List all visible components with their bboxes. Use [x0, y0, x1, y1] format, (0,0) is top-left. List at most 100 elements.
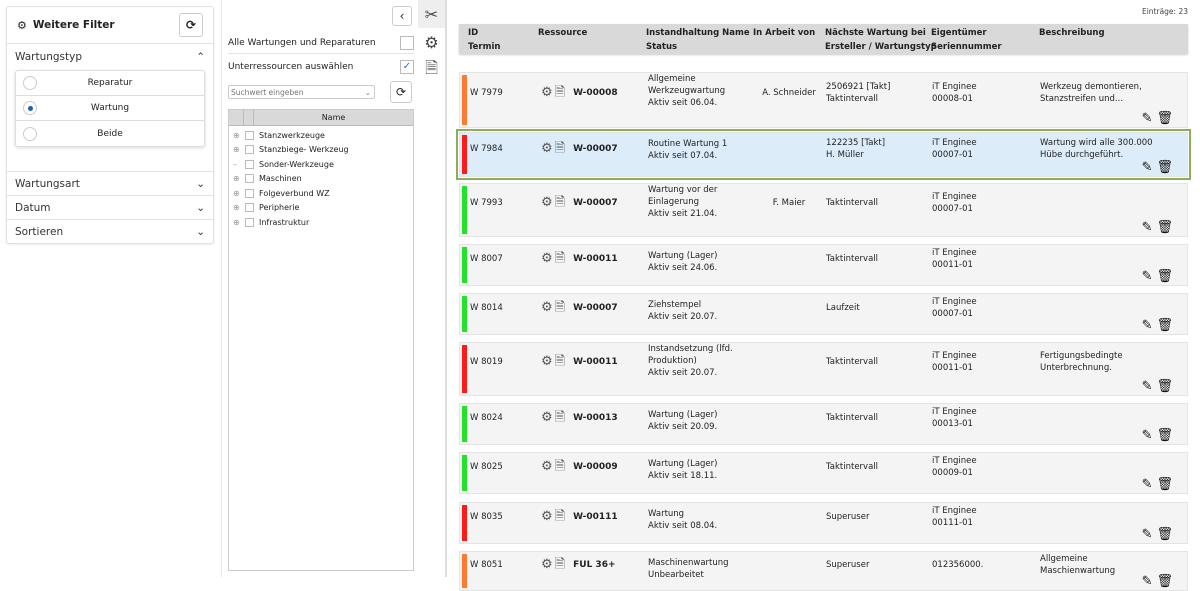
resource-code[interactable]: W-00011	[573, 254, 618, 264]
gear-icon[interactable]: ⚙	[541, 140, 553, 156]
all-maintenance-checkbox[interactable]	[400, 36, 414, 50]
refresh-tree-button[interactable]: ⟳	[390, 81, 412, 103]
wartungsart-section[interactable]: Wartungsart ⌄	[7, 171, 213, 195]
tree-item[interactable]: ⊕ Stanzbiege- Werkzeug	[229, 143, 413, 158]
wartungstyp-header[interactable]: Wartungstyp ⌃	[7, 44, 213, 70]
gear-icon[interactable]: ⚙	[541, 195, 553, 210]
reset-filter-button[interactable]: ⟳	[179, 13, 203, 37]
col-work[interactable]: In Arbeit von	[753, 28, 816, 38]
document-icon[interactable]: 🗎	[554, 300, 566, 315]
search-input[interactable]: Suchwert eingeben ⌄	[228, 85, 375, 99]
document-icon[interactable]: 🗎	[554, 85, 566, 100]
edit-pencil-icon[interactable]: ✎	[1141, 269, 1153, 284]
col-resource[interactable]: Ressource	[538, 28, 588, 38]
document-icon[interactable]: 🗎	[425, 57, 438, 77]
edit-pencil-icon[interactable]: ✎	[1141, 379, 1153, 394]
document-icon[interactable]: 🗎	[554, 459, 566, 474]
gear-icon[interactable]: ⚙	[541, 509, 553, 524]
document-icon[interactable]: 🗎	[554, 410, 566, 425]
edit-pencil-icon[interactable]: ✎	[1141, 574, 1153, 589]
col-name[interactable]: Instandhaltung Name Status	[646, 28, 750, 52]
table-row[interactable]: W 7984 ⚙ 🗎 W-00007 Routine Wartung 1 Aktiv…	[456, 129, 1191, 180]
edit-pencil-icon[interactable]: ✎	[1141, 318, 1153, 333]
trash-icon[interactable]: 🗑	[1156, 318, 1173, 333]
col-next[interactable]: Nächste Wartung bei Ersteller / Wartungst…	[825, 28, 937, 52]
table-row[interactable]: W 8051 ⚙ 🗎 FUL 36+ Maschinenwartung Unbear…	[459, 551, 1188, 591]
table-row[interactable]: W 8014 ⚙ 🗎 W-00007 Ziehstempel Aktiv seit …	[459, 293, 1188, 335]
tree-checkbox[interactable]	[245, 130, 254, 140]
edit-pencil-icon[interactable]: ✎	[1141, 477, 1153, 492]
radio-circle[interactable]	[23, 76, 37, 90]
expand-icon[interactable]: ⊕	[233, 188, 240, 198]
tree-item[interactable]: ⊕ Stanzwerkzeuge	[229, 128, 413, 143]
resource-code[interactable]: W-00007	[573, 143, 618, 154]
edit-pencil-icon[interactable]: ✎	[1141, 111, 1153, 126]
edit-pencil-icon[interactable]: ✎	[1141, 220, 1153, 235]
document-icon[interactable]: 🗎	[554, 140, 566, 156]
radio-option[interactable]: Wartung	[16, 96, 204, 121]
radio-option[interactable]: Beide	[16, 121, 204, 146]
tree-item[interactable]: ⊕ Maschinen	[229, 172, 413, 187]
collapse-panel-button[interactable]: ‹	[392, 6, 412, 26]
gear-icon[interactable]: ⚙	[541, 410, 553, 425]
trash-icon[interactable]: 🗑	[1156, 111, 1173, 126]
edit-pencil-icon[interactable]: ✎	[1141, 160, 1153, 175]
resource-code[interactable]: W-00111	[573, 512, 618, 522]
trash-icon[interactable]: 🗑	[1156, 574, 1173, 589]
document-icon[interactable]: 🗎	[554, 195, 566, 210]
col-id[interactable]: ID Termin	[468, 28, 501, 52]
document-icon[interactable]: 🗎	[554, 354, 566, 369]
table-row[interactable]: W 8035 ⚙ 🗎 W-00111 Wartung Aktiv seit 08.0…	[459, 502, 1188, 544]
expand-icon[interactable]: ⊕	[233, 217, 240, 227]
document-icon[interactable]: 🗎	[554, 557, 566, 572]
tree-item[interactable]: – Sonder-Werkzeuge	[229, 157, 413, 172]
sortieren-section[interactable]: Sortieren ⌄	[7, 219, 213, 243]
gear-icon[interactable]: ⚙	[541, 557, 553, 572]
tree-checkbox[interactable]	[245, 174, 254, 184]
trash-icon[interactable]: 🗑	[1156, 379, 1173, 394]
resource-code[interactable]: W-00007	[573, 303, 618, 313]
col-description[interactable]: Beschreibung	[1039, 28, 1105, 38]
resource-code[interactable]: W-00011	[573, 357, 618, 367]
expand-icon[interactable]: ⊕	[233, 145, 240, 155]
trash-icon[interactable]: 🗑	[1156, 527, 1173, 542]
table-row[interactable]: W 8024 ⚙ 🗎 W-00013 Wartung (Lager) Aktiv s…	[459, 403, 1188, 445]
expand-icon[interactable]: ⊕	[233, 174, 240, 184]
resource-code[interactable]: W-00009	[573, 462, 618, 472]
radio-circle[interactable]	[23, 101, 37, 115]
subresources-checkbox[interactable]: ✓	[400, 60, 414, 74]
expand-icon[interactable]: ⊕	[233, 130, 240, 140]
resource-code[interactable]: W-00007	[573, 198, 618, 208]
tree-item[interactable]: ⊕ Folgeverbund WZ	[229, 186, 413, 201]
gear-icon[interactable]: ⚙	[541, 251, 553, 266]
resource-code[interactable]: W-00013	[573, 413, 618, 423]
trash-icon[interactable]: 🗑	[1156, 160, 1173, 175]
expand-icon[interactable]: ⊕	[233, 203, 240, 213]
trash-icon[interactable]: 🗑	[1156, 220, 1173, 235]
tools-icon[interactable]: ✂	[418, 0, 445, 28]
trash-icon[interactable]: 🗑	[1156, 428, 1173, 443]
resource-code[interactable]: FUL 36+	[573, 560, 616, 570]
tree-item[interactable]: ⊕ Peripherie	[229, 201, 413, 216]
tree-checkbox[interactable]	[245, 159, 254, 169]
table-row[interactable]: W 8007 ⚙ 🗎 W-00011 Wartung (Lager) Aktiv s…	[459, 244, 1188, 286]
table-row[interactable]: W 8025 ⚙ 🗎 W-00009 Wartung (Lager) Aktiv s…	[459, 452, 1188, 494]
tree-checkbox[interactable]	[245, 217, 254, 227]
trash-icon[interactable]: 🗑	[1156, 477, 1173, 492]
radio-option[interactable]: Reparatur	[16, 71, 204, 96]
table-row[interactable]: W 7979 ⚙ 🗎 W-00008 Allgemeine Werkzeugwar…	[459, 72, 1188, 128]
gear-icon[interactable]: ⚙	[541, 354, 553, 369]
table-row[interactable]: W 7993 ⚙ 🗎 W-00007 Wartung vor der Einlag…	[459, 183, 1188, 237]
resource-code[interactable]: W-00008	[573, 88, 618, 98]
tree-checkbox[interactable]	[245, 145, 254, 155]
tree-item[interactable]: ⊕ Infrastruktur	[229, 215, 413, 230]
gear-icon[interactable]: ⚙	[541, 85, 553, 100]
datum-section[interactable]: Datum ⌄	[7, 195, 213, 219]
trash-icon[interactable]: 🗑	[1156, 269, 1173, 284]
table-row[interactable]: W 8019 ⚙ 🗎 W-00011 Instandsetzung (lfd. P…	[459, 342, 1188, 396]
edit-pencil-icon[interactable]: ✎	[1141, 527, 1153, 542]
tree-checkbox[interactable]	[245, 203, 254, 213]
col-owner[interactable]: Eigentümer Seriennummer	[931, 28, 1002, 52]
gear-icon[interactable]: ⚙	[424, 32, 439, 52]
radio-circle[interactable]	[23, 126, 37, 141]
